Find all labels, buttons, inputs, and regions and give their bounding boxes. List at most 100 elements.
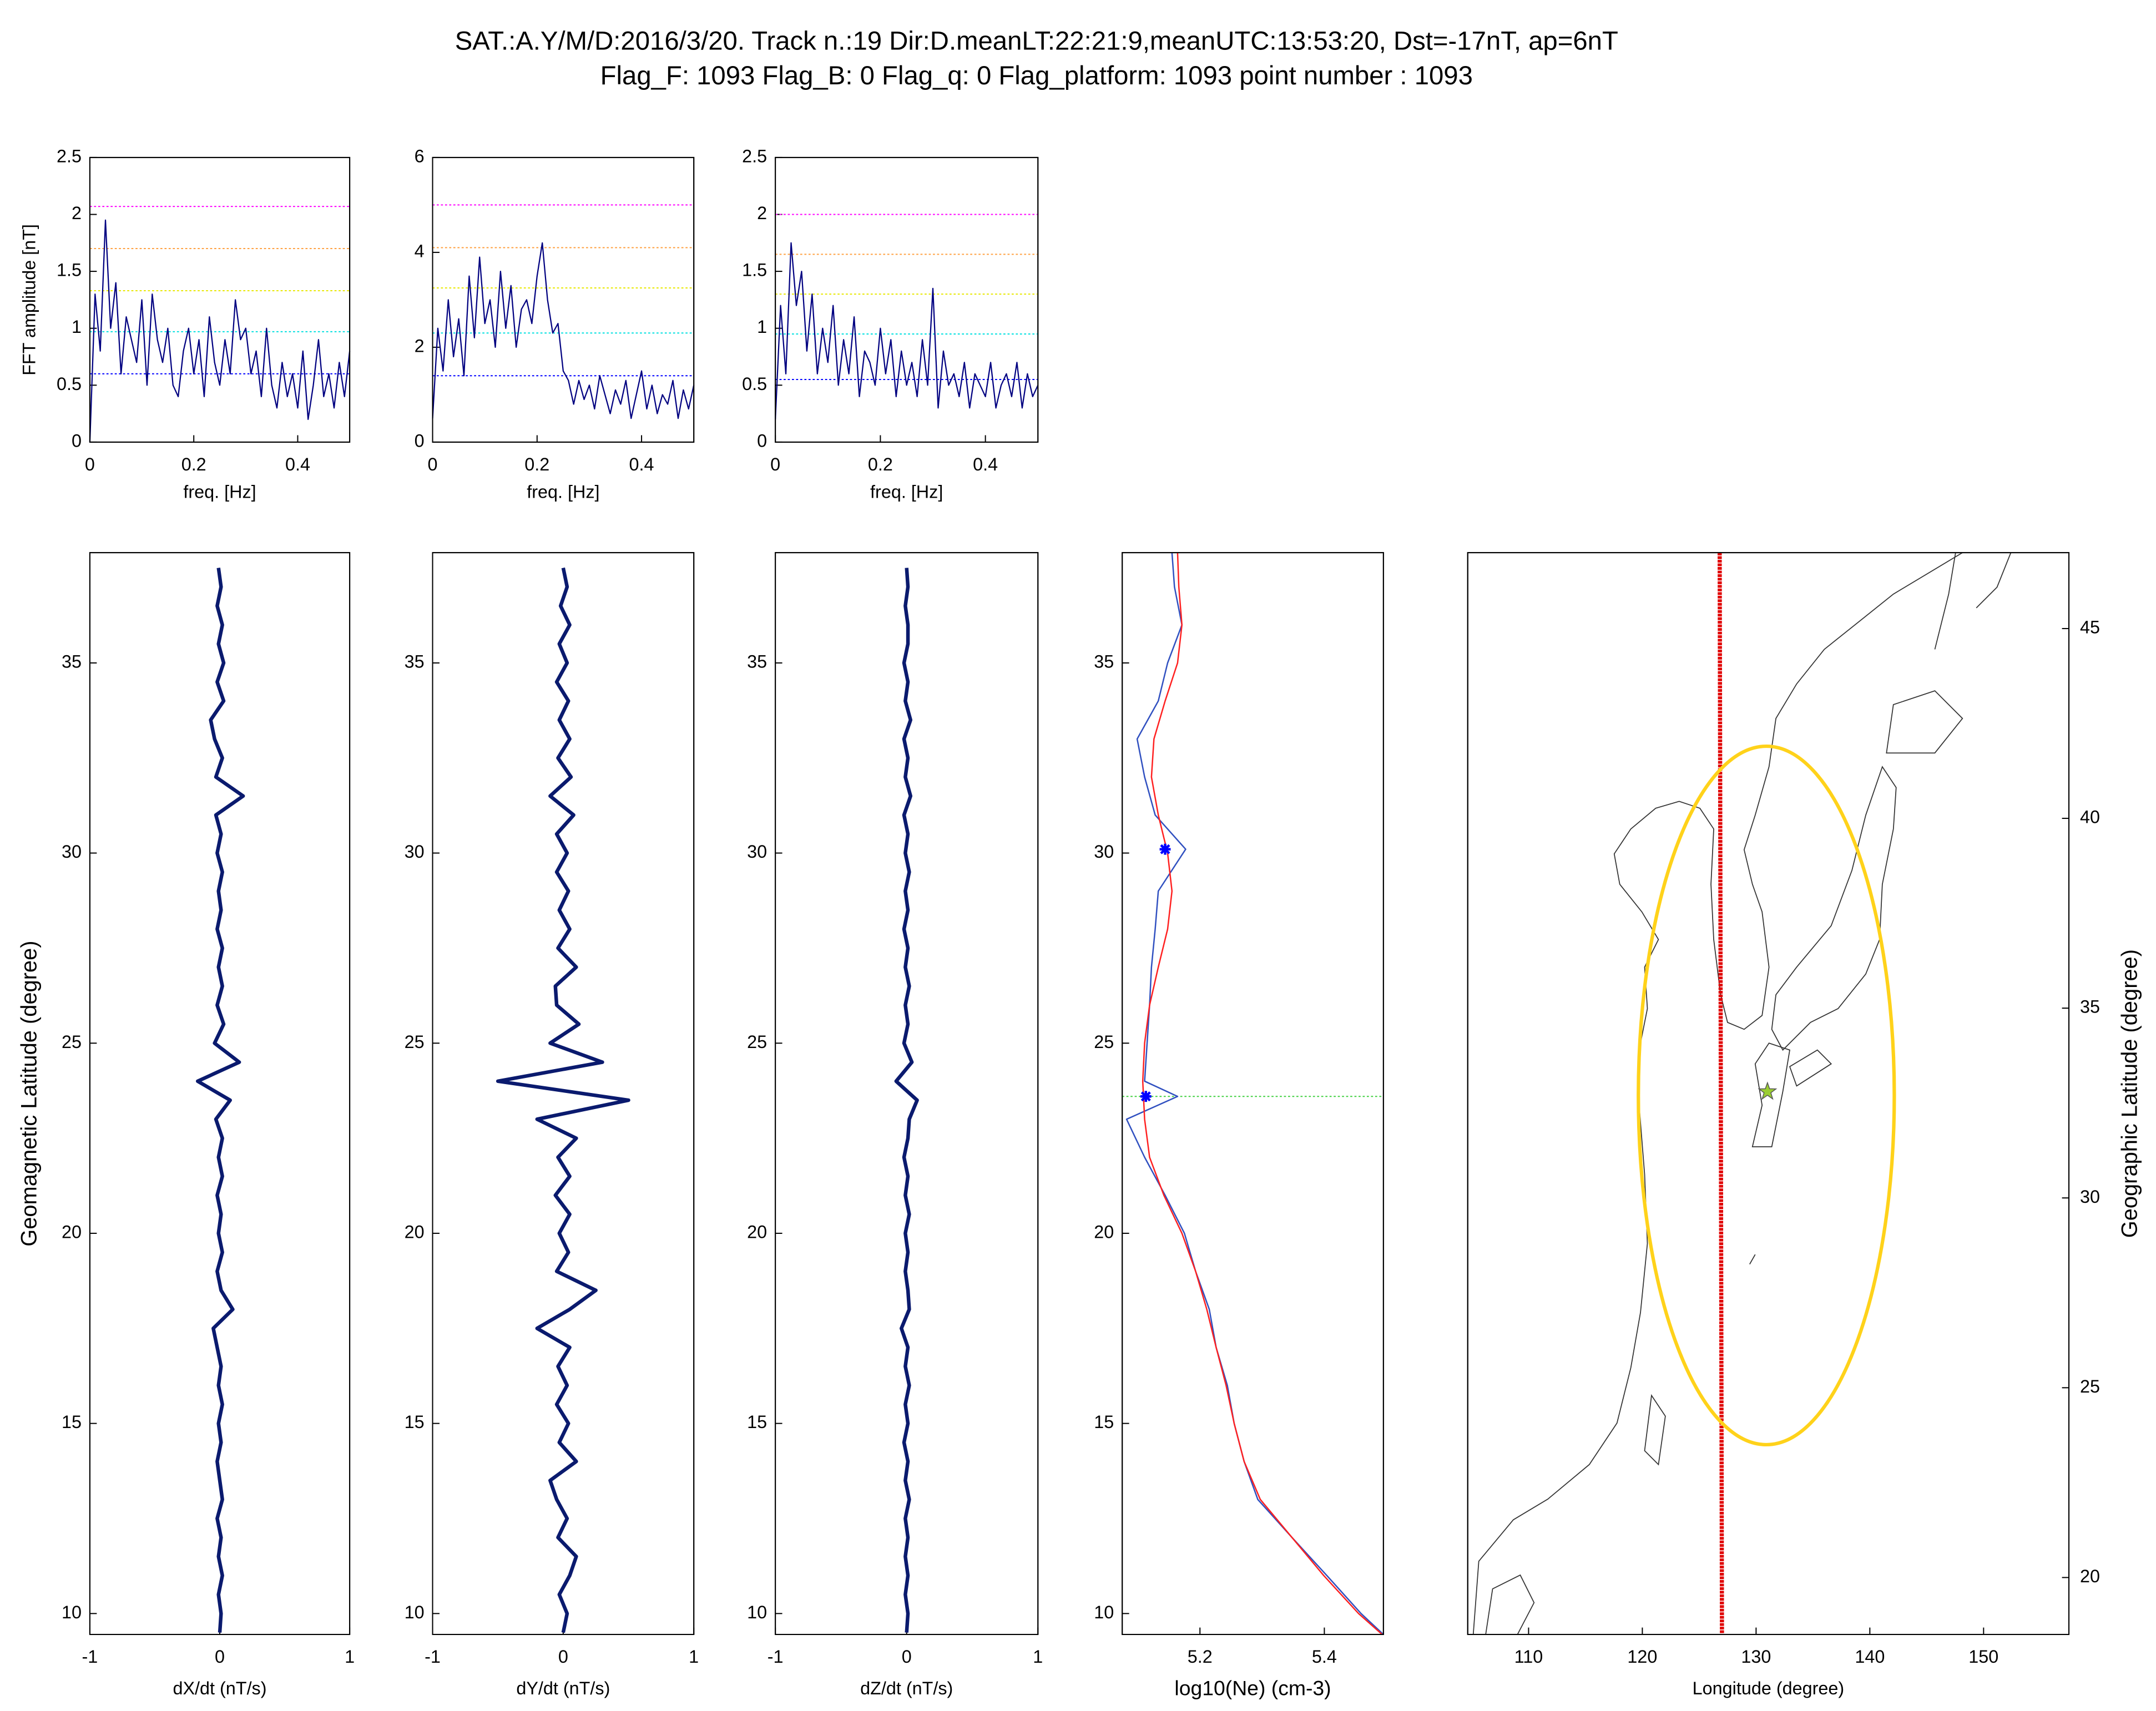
figure-title: SAT.:A.Y/M/D:2016/3/20. Track n.:19 Dir:…: [455, 27, 1618, 56]
y-tick-label: 1: [72, 317, 82, 337]
y-axis-label: Geographic Latitude (degree): [2118, 949, 2142, 1238]
data-line: [195, 568, 245, 1633]
x-tick-label: -1: [82, 1647, 98, 1667]
y-tick-label: 4: [415, 241, 425, 261]
y-tick-label: 0: [72, 431, 82, 450]
x-tick-label: 5.4: [1312, 1647, 1337, 1667]
x-tick-label: 1: [689, 1647, 699, 1667]
x-tick-label: 0: [215, 1647, 225, 1667]
data-point: [1159, 843, 1171, 855]
y-tick-label: 10: [62, 1602, 82, 1622]
x-axis-label: freq. [Hz]: [527, 482, 599, 502]
x-tick-label: 0: [428, 454, 438, 474]
y-tick-label: 2: [757, 203, 767, 223]
y-tick-label: 45: [2080, 617, 2100, 637]
y-tick-label: 10: [1094, 1602, 1114, 1622]
x-tick-label: 0: [85, 454, 95, 474]
x-tick-label: 150: [1968, 1647, 1998, 1667]
x-tick-label: 0.2: [524, 454, 549, 474]
x-tick-label: 0.2: [868, 454, 893, 474]
coastline: [1976, 552, 2012, 609]
x-axis-label: Longitude (degree): [1693, 1678, 1844, 1698]
x-axis-label: dX/dt (nT/s): [173, 1678, 266, 1698]
axes-frame: [432, 156, 695, 443]
x-axis-label: freq. [Hz]: [183, 482, 256, 502]
x-axis-label: freq. [Hz]: [870, 482, 943, 502]
axes-frame: [1122, 552, 1384, 1636]
y-tick-label: 20: [2080, 1566, 2100, 1586]
y-tick-label: 15: [747, 1412, 767, 1432]
data-line: [894, 568, 919, 1633]
y-tick-label: 0.5: [57, 374, 82, 394]
y-tick-label: 30: [405, 842, 425, 862]
x-tick-label: 0.4: [629, 454, 654, 474]
y-tick-label: 25: [747, 1032, 767, 1052]
figure-subtitle: Flag_F: 1093 Flag_B: 0 Flag_q: 0 Flag_pl…: [600, 61, 1473, 90]
coastline: [1472, 552, 1963, 1635]
x-axis-label: dY/dt (nT/s): [516, 1678, 610, 1698]
y-tick-label: 25: [2080, 1376, 2100, 1396]
y-tick-label: 20: [747, 1222, 767, 1242]
x-tick-label: 0.4: [285, 454, 310, 474]
coastline: [1789, 1049, 1832, 1087]
y-tick-label: 25: [405, 1032, 425, 1052]
y-tick-label: 15: [62, 1412, 82, 1432]
y-tick-label: 40: [2080, 807, 2100, 827]
y-tick-label: 2: [415, 336, 425, 356]
y-tick-label: 20: [1094, 1222, 1114, 1242]
y-tick-label: 1.5: [742, 260, 767, 280]
y-tick-label: 35: [405, 651, 425, 671]
axes-frame: [775, 156, 1039, 443]
x-tick-label: 0: [902, 1647, 912, 1667]
y-tick-label: 35: [62, 651, 82, 671]
x-tick-label: -1: [425, 1647, 441, 1667]
x-tick-label: 130: [1741, 1647, 1771, 1667]
y-tick-label: 15: [405, 1412, 425, 1432]
y-tick-label: 20: [62, 1222, 82, 1242]
x-tick-label: 5.2: [1188, 1647, 1213, 1667]
axes-frame: [89, 156, 351, 443]
y-tick-label: 20: [405, 1222, 425, 1242]
x-tick-label: 0.4: [973, 454, 998, 474]
y-axis-label: Geomagnetic Latitude (degree): [17, 940, 41, 1246]
y-axis-label: FFT amplitude [nT]: [19, 224, 39, 376]
x-tick-label: 0: [770, 454, 780, 474]
axes-frame: [1122, 552, 1384, 1636]
x-tick-label: 140: [1855, 1647, 1885, 1667]
y-tick-label: 6: [415, 146, 425, 166]
preparation-zone: [1637, 744, 1896, 1447]
coastline: [1771, 766, 1897, 1051]
y-tick-label: 35: [1094, 651, 1114, 671]
y-tick-label: 35: [747, 651, 767, 671]
axes-frame: [432, 552, 695, 1636]
y-tick-label: 2.5: [742, 146, 767, 166]
coastlines: [1472, 552, 2012, 1635]
y-tick-label: 30: [62, 842, 82, 862]
y-tick-label: 30: [747, 842, 767, 862]
axes-frame: [1467, 552, 2070, 1636]
data-line: [89, 219, 351, 442]
x-tick-label: -1: [768, 1647, 784, 1667]
y-tick-label: 10: [747, 1602, 767, 1622]
epicenter: [1758, 1081, 1778, 1100]
y-tick-label: 25: [62, 1032, 82, 1052]
x-tick-label: 1: [345, 1647, 355, 1667]
axes-frame: [432, 552, 695, 1636]
satellite-track: [1718, 553, 1724, 1635]
coastline: [1886, 690, 1963, 754]
x-axis-label: log10(Ne) (cm-3): [1174, 1677, 1331, 1700]
data-line: [496, 567, 630, 1633]
axes-frame: [775, 156, 1039, 443]
y-tick-label: 0.5: [742, 374, 767, 394]
x-tick-label: 0: [558, 1647, 568, 1667]
x-tick-label: 110: [1514, 1647, 1543, 1667]
x-tick-label: 0.2: [181, 454, 206, 474]
y-tick-label: 1.5: [57, 260, 82, 280]
axes-frame: [89, 552, 351, 1636]
data-point: [1140, 1091, 1152, 1102]
y-tick-label: 10: [405, 1602, 425, 1622]
axes-frame: [775, 552, 1039, 1636]
y-tick-label: 15: [1094, 1412, 1114, 1432]
